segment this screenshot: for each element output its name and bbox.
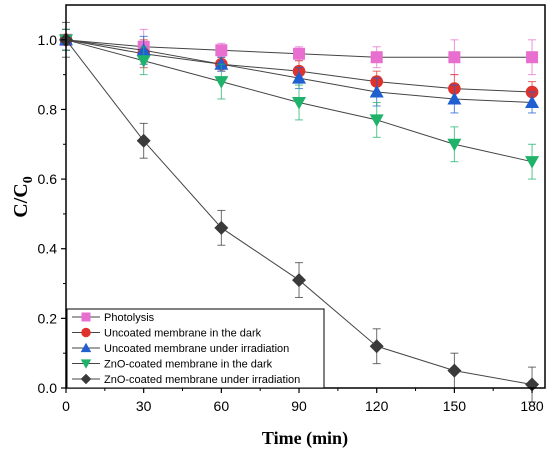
legend-label: Photolysis (104, 312, 155, 324)
y-tick-label: 0.0 (38, 380, 58, 396)
data-point (292, 96, 307, 110)
data-point (214, 220, 229, 235)
y-tick-label: 0.6 (38, 171, 58, 187)
data-point (447, 138, 462, 152)
legend-label: Uncoated membrane in the dark (104, 328, 262, 340)
y-axis-title-subscript: 0 (21, 176, 36, 183)
y-axis-title-group: C/C0 (10, 176, 36, 217)
data-point (136, 55, 151, 68)
x-tick-label: 90 (291, 398, 307, 414)
y-tick-label: 1.0 (38, 32, 58, 48)
data-point (293, 47, 306, 60)
y-tick-label: 0.4 (38, 241, 58, 257)
x-tick-label: 60 (214, 398, 230, 414)
x-tick-label: 150 (443, 398, 467, 414)
data-point (370, 51, 383, 64)
legend-marker (80, 373, 92, 385)
legend-label: Uncoated membrane under irradiation (104, 343, 289, 355)
data-point (214, 57, 229, 70)
data-point (525, 95, 540, 108)
data-point (215, 44, 228, 57)
data-point (136, 133, 151, 148)
axis-layer: 0 30 60 90 120 150 180 0.0 0.2 0.4 0.6 0.8 1.0 (38, 32, 544, 414)
y-axis-title: C/C0 (10, 176, 36, 217)
x-tick-label: 120 (365, 398, 389, 414)
legend-label: ZnO-coated membrane in the dark (104, 359, 273, 371)
y-axis-title-main: C/C (10, 183, 32, 217)
x-tick-label: 180 (520, 398, 544, 414)
legend-box (66, 308, 325, 389)
plot-layer (59, 21, 540, 403)
x-tick-label: 0 (62, 398, 70, 414)
legend-marker (80, 342, 92, 353)
legend: Photolysis Uncoated membrane in the dark U… (66, 308, 325, 389)
data-point (292, 71, 307, 84)
data-point (292, 273, 307, 288)
legend-label: ZnO-coated membrane under irradiation (104, 374, 300, 386)
data-point (526, 51, 539, 64)
data-point (525, 156, 540, 169)
data-point (369, 339, 384, 354)
data-point (447, 92, 462, 105)
data-point (448, 51, 461, 64)
series-triangle-up (59, 28, 540, 114)
legend-marker (81, 327, 91, 338)
data-point (214, 76, 229, 89)
series-diamond (59, 21, 540, 403)
legend-marker (80, 359, 92, 369)
y-tick-label: 0.8 (38, 101, 58, 117)
data-point (369, 114, 384, 127)
x-axis-title: Time (min) (262, 428, 348, 449)
legend-marker (81, 312, 91, 322)
data-point (369, 85, 384, 98)
data-point (447, 363, 462, 378)
x-tick-label: 30 (136, 398, 152, 414)
y-tick-label: 0.2 (38, 310, 58, 326)
